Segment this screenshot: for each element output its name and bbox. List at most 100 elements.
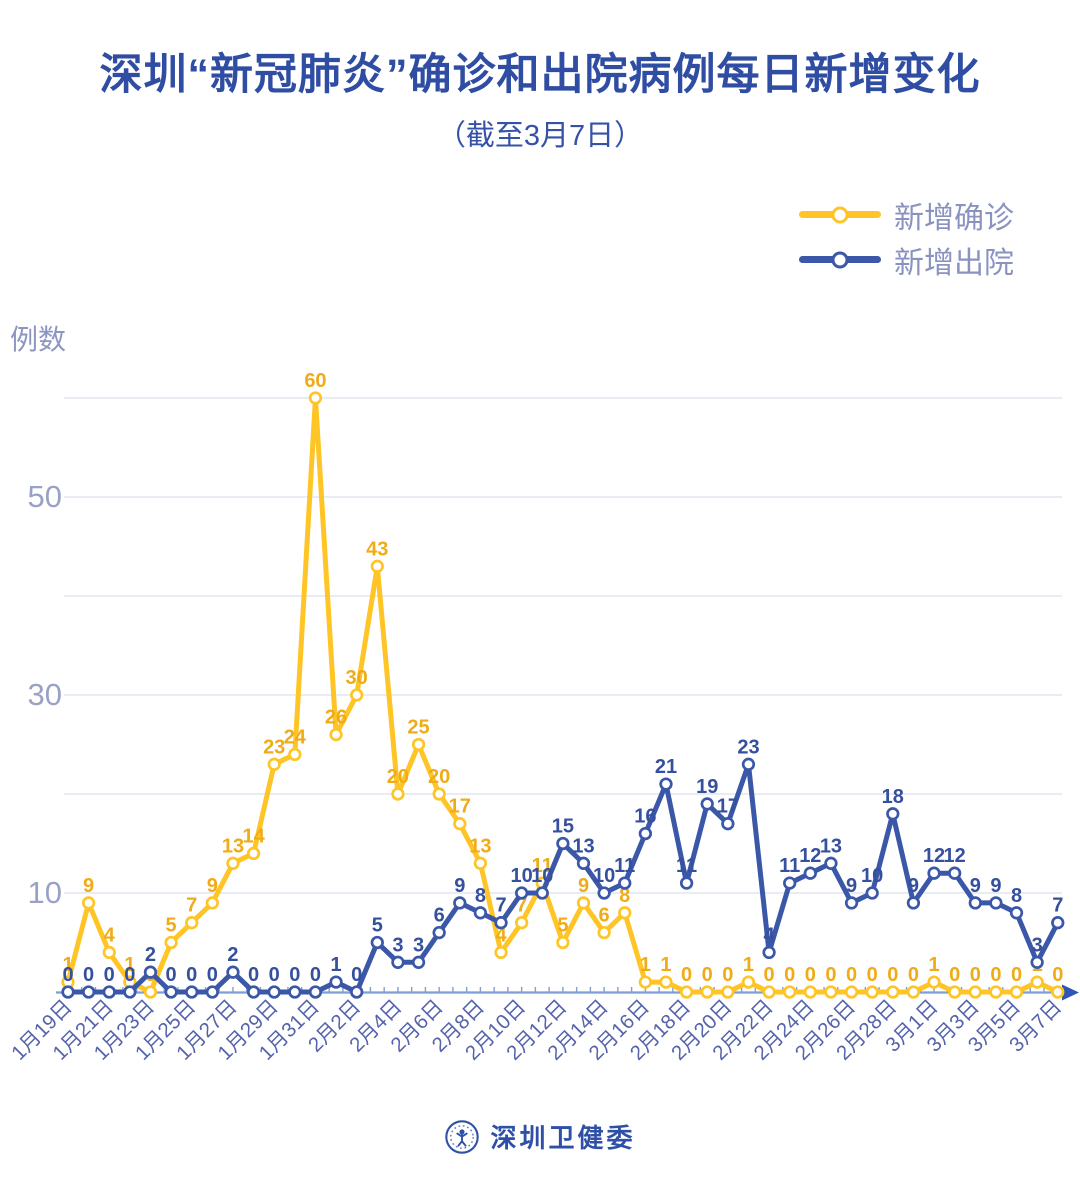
confirmed-data-label: 5 — [557, 915, 568, 937]
confirmed-data-point — [411, 737, 426, 752]
discharged-data-point — [61, 985, 75, 999]
confirmed-data-point — [638, 975, 653, 989]
confirmed-data-point — [906, 985, 921, 999]
discharged-data-point — [391, 955, 405, 969]
discharged-data-label: 7 — [495, 895, 506, 917]
confirmed-data-point — [576, 896, 591, 910]
discharged-data-label: 15 — [552, 816, 574, 838]
confirmed-data-label: 0 — [702, 964, 713, 986]
confirmed-data-label: 1 — [124, 954, 135, 976]
confirmed-data-label: 20 — [387, 766, 409, 788]
confirmed-data-label: 0 — [908, 964, 919, 986]
y-axis-tick-labels: 10 30 50 — [28, 479, 62, 910]
confirmed-data-point — [494, 945, 508, 960]
discharged-data-point — [906, 896, 921, 910]
discharged-data-point — [102, 985, 116, 999]
confirmed-data-point — [824, 985, 838, 999]
y-axis-title: 例数 — [10, 324, 67, 355]
discharged-data-point — [1009, 906, 1024, 920]
confirmed-data-point — [308, 391, 323, 405]
discharged-data-label: 7 — [1052, 895, 1063, 917]
discharged-data-label: 0 — [351, 964, 362, 986]
discharged-data-label: 13 — [820, 835, 842, 857]
confirmed-data-point — [267, 757, 281, 771]
discharged-data-label: 23 — [737, 736, 759, 758]
page-subtitle: （截至3月7日） — [436, 120, 644, 152]
confirmed-data-point — [741, 975, 756, 989]
discharged-data-point — [721, 817, 735, 831]
discharged-data-label: 0 — [83, 964, 94, 986]
discharged-data-label: 0 — [269, 964, 280, 986]
confirmed-data-label: 0 — [825, 964, 836, 986]
discharged-data-label: 2 — [145, 944, 156, 966]
shenzhen-wjw-logo-icon — [445, 1119, 480, 1154]
confirmed-data-label: 0 — [1011, 964, 1022, 986]
confirmed-data-point — [143, 985, 158, 999]
discharged-data-label: 11 — [614, 855, 635, 877]
discharged-data-label: 3 — [413, 934, 424, 956]
discharged-data-label: 0 — [207, 964, 218, 986]
confirmed-series: 1941057913142324602630432025201713471159… — [61, 370, 1065, 999]
confirmed-data-label: 4 — [104, 924, 116, 946]
confirmed-data-label: 30 — [346, 667, 368, 689]
confirmed-data-label: 0 — [681, 964, 692, 986]
discharged-data-label: 4 — [764, 924, 776, 946]
discharged-data-point — [411, 955, 426, 969]
discharged-series-swatch — [799, 251, 881, 268]
confirmed-data-label: 60 — [304, 370, 326, 392]
confirmed-data-point — [288, 747, 302, 762]
confirmed-data-label: 0 — [846, 964, 857, 986]
discharged-data-label: 0 — [166, 964, 177, 986]
confirmed-data-label: 0 — [1052, 964, 1063, 986]
confirmed-data-point — [329, 727, 343, 742]
confirmed-data-label: 1 — [743, 954, 754, 976]
confirmed-data-label: 0 — [887, 964, 898, 986]
discharged-data-point — [370, 935, 384, 950]
discharged-data-label: 0 — [104, 964, 115, 986]
confirmed-data-point — [370, 559, 384, 573]
discharged-data-point — [123, 985, 137, 999]
confirmed-data-point — [968, 985, 982, 999]
discharged-data-label: 0 — [186, 964, 197, 986]
discharged-data-point — [535, 886, 549, 900]
confirmed-data-label: 9 — [83, 875, 94, 897]
confirmed-data-point — [783, 985, 797, 999]
confirmed-data-label: 1 — [928, 954, 939, 976]
discharged-data-label: 9 — [990, 875, 1001, 897]
confirmed-data-point — [721, 985, 735, 999]
footer: 深圳卫健委 — [0, 1118, 1080, 1155]
confirmed-data-label: 25 — [407, 717, 429, 739]
discharged-data-point — [824, 856, 838, 870]
confirmed-data-label: 1 — [62, 954, 73, 976]
confirmed-data-label: 4 — [495, 924, 507, 946]
confirmed-data-point — [1030, 975, 1044, 989]
footer-source-name: 深圳卫健委 — [490, 1123, 636, 1153]
discharged-data-point — [597, 886, 611, 900]
confirmed-data-label: 1 — [640, 954, 651, 976]
confirmed-series-markers — [61, 391, 1065, 999]
discharged-data-point — [164, 985, 178, 999]
confirmed-data-point — [1009, 985, 1024, 999]
confirmed-data-point — [102, 945, 116, 960]
confirmed-data-labels: 1941057913142324602630432025201713471159… — [62, 370, 1063, 986]
discharged-data-label: 10 — [511, 865, 533, 887]
discharged-data-point — [453, 896, 467, 910]
confirmed-data-label: 0 — [949, 964, 960, 986]
discharged-data-point — [865, 886, 879, 900]
discharged-marker-icon — [831, 251, 849, 268]
confirmed-data-label: 1 — [660, 954, 671, 976]
discharged-data-point — [638, 826, 653, 841]
discharged-data-point — [700, 797, 714, 811]
discharged-data-point — [494, 916, 508, 930]
confirmed-data-point — [205, 896, 219, 910]
confirmed-data-point — [762, 985, 776, 999]
confirmed-data-label: 11 — [532, 855, 553, 877]
confirmed-data-point — [514, 916, 529, 930]
discharged-data-point — [226, 965, 240, 979]
discharged-data-label: 13 — [572, 835, 594, 857]
discharged-data-point — [81, 985, 96, 999]
confirmed-data-label: 0 — [990, 964, 1001, 986]
discharged-data-label: 12 — [944, 845, 966, 867]
page-title: 深圳“新冠肺炎”确诊和出院病例每日新增变化 — [99, 51, 981, 99]
confirmed-data-point — [989, 985, 1003, 999]
